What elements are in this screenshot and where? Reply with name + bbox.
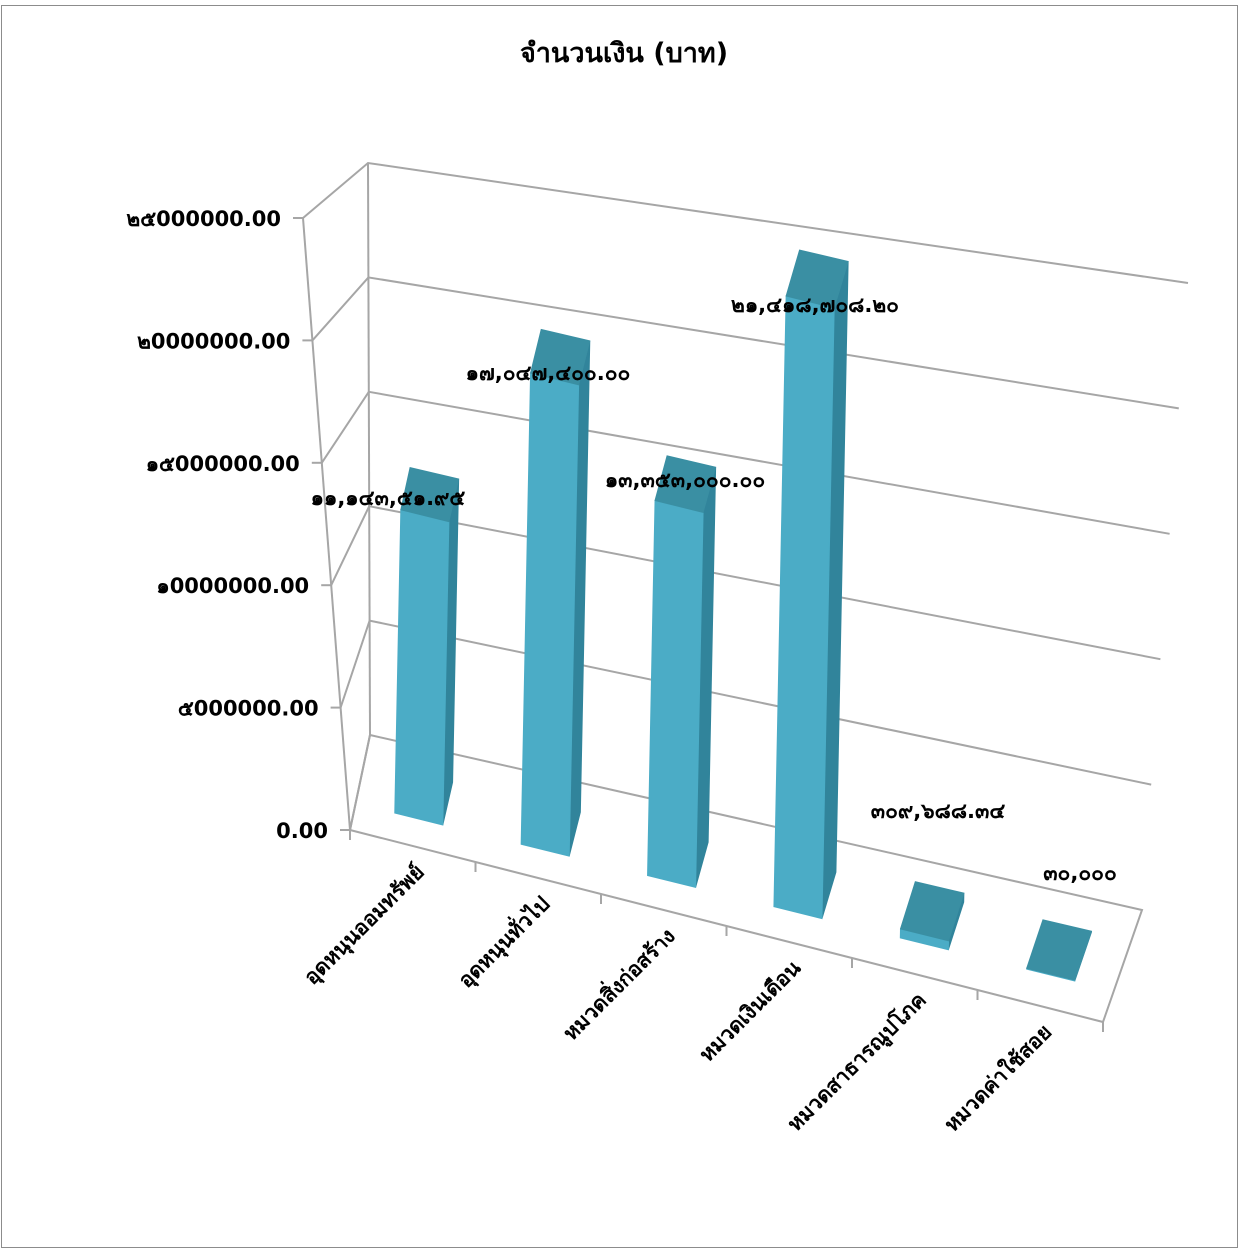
bar-front <box>395 510 449 825</box>
data-label: ๑๓,๓๕๓,๐๐๐.๐๐ <box>605 468 765 492</box>
category-label: หมวดสิ่งก่อสร้าง <box>556 921 680 1045</box>
category-label: หมวดเงินเดือน <box>695 955 806 1066</box>
y-tick-label: ๑0000000.00 <box>156 574 309 598</box>
y-tick-label: ๒๕000000.00 <box>126 207 281 231</box>
category-label: อุดหนุนทั่วไป <box>451 889 556 994</box>
category-label: หมวดค่าใช้สอย <box>939 1019 1057 1137</box>
bar-front <box>521 373 578 856</box>
y-tick-label: ๑๕000000.00 <box>146 452 300 476</box>
chart-title: จำนวนเงิน (บาท) <box>520 38 728 69</box>
y-axis-ticks: 0.00 ๕000000.00 ๑0000000.00 ๑๕000000.00 ๒000… <box>126 207 350 843</box>
y-tick-label: ๕000000.00 <box>178 697 319 721</box>
y-tick-label: 0.00 <box>276 819 328 843</box>
data-label: ๒๑,๔๑๘,๗๐๘.๒๐ <box>731 293 899 317</box>
bar <box>521 330 590 857</box>
gridline <box>303 163 1188 283</box>
data-label: ๑๑,๑๔๓,๕๑.๙๕ <box>311 486 466 510</box>
y-tick-label: ๒0000000.00 <box>137 329 290 353</box>
data-label: ๑๗,๐๔๗,๔๐๐.๐๐ <box>466 361 631 385</box>
category-label: หมวดสาธารณูปโภค <box>782 987 932 1137</box>
category-label: อุดหนุนออมทรัพย์ <box>299 860 430 991</box>
data-label: ๓๐๙,๖๘๘.๓๔ <box>871 799 1006 823</box>
y-axis-line <box>303 218 350 830</box>
bar <box>395 468 459 825</box>
back-wall-edge <box>368 163 370 735</box>
bar <box>648 456 716 887</box>
bar <box>774 250 848 918</box>
bar-front <box>648 501 704 888</box>
data-label: ๓๐,๐๐๐ <box>1043 861 1117 885</box>
